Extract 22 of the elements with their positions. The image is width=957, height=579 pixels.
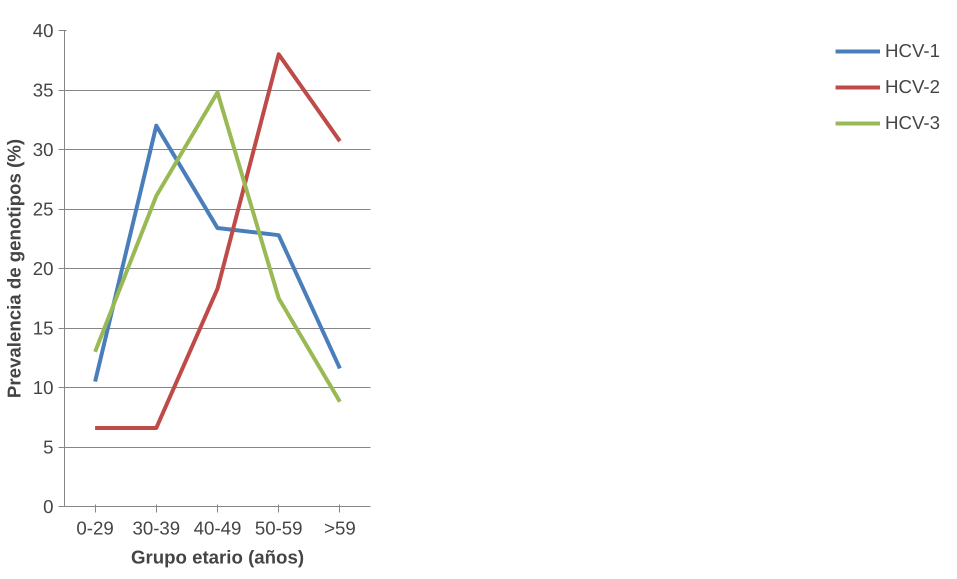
legend-label: HCV-3 [885,112,940,134]
y-tick-label: 10 [32,377,54,398]
legend-label: HCV-1 [885,40,940,62]
y-tick-label: 15 [32,318,54,338]
line-series [93,90,342,404]
line-series [93,124,342,384]
x-tick-label: 0-29 [76,518,114,538]
y-axis-title: Prevalencia de genotipos (%) [4,138,25,398]
x-tick-label: 30-39 [132,518,180,538]
x-tick-label: 50-59 [254,518,303,538]
y-tick-label: 20 [32,258,54,279]
legend-label: HCV-2 [885,76,940,98]
y-tick-label: 5 [43,436,54,458]
y-tick-label: 25 [32,198,54,220]
x-tick-label: 40-49 [194,518,242,538]
y-tick-label: 35 [32,80,54,100]
y-tick-label: 30 [32,139,54,160]
y-tick-label: 40 [32,20,54,41]
x-axis-title: Grupo etario (años) [130,546,304,568]
x-tick-label: >59 [324,518,356,538]
line-series [93,52,342,430]
y-tick-label: 0 [43,496,54,517]
